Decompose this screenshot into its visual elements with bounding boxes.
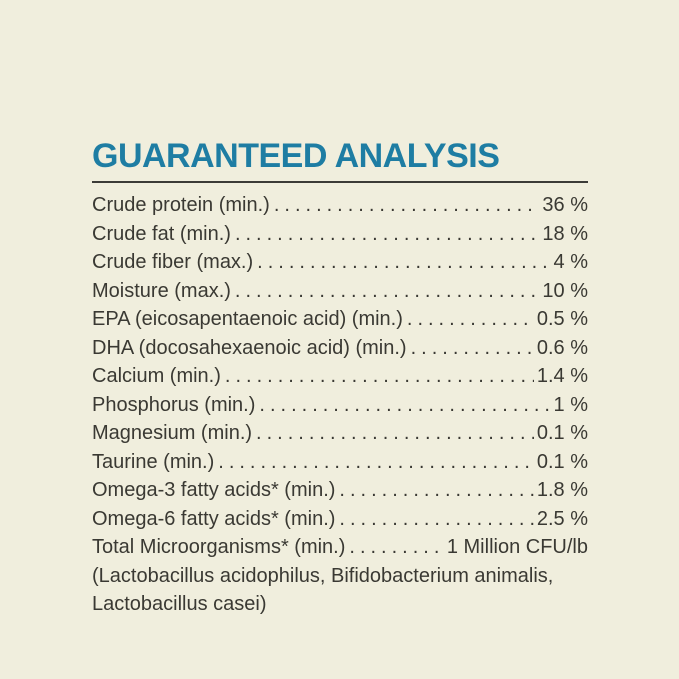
analysis-row: Omega-3 fatty acids* (min.) 1.8 % [92, 476, 588, 505]
nutrient-value: 36 % [542, 194, 588, 216]
nutrient-label: Calcium (min.) [92, 365, 221, 387]
nutrient-label: Moisture (max.) [92, 279, 231, 302]
analysis-row: Taurine (min.) 0.1 % [92, 448, 588, 477]
analysis-row: Calcium (min.) 1.4 % [92, 362, 588, 391]
section-title: GUARANTEED ANALYSIS [92, 137, 500, 175]
nutrient-value: 0.6 % [536, 336, 588, 359]
dot-leader [349, 533, 443, 562]
dot-leader [274, 191, 540, 220]
nutrient-label: Crude protein (min.) [92, 194, 270, 216]
nutrient-label: Crude fat (min.) [92, 222, 231, 245]
nutrient-value: 1 % [553, 393, 588, 416]
analysis-row: DHA (docosahexaenoic acid) (min.) 0.6 % [92, 334, 588, 363]
nutrient-label: Omega-6 fatty acids* (min.) [92, 507, 336, 530]
dot-leader [218, 448, 534, 477]
nutrient-value: 2.5 % [536, 507, 588, 530]
analysis-row: Phosphorus (min.) 1 % [92, 391, 588, 420]
nutrient-value: 0.1 % [536, 422, 588, 444]
nutrient-value: 0.5 % [536, 308, 588, 330]
analysis-row: Magnesium (min.) 0.1 % [92, 419, 588, 448]
microorganism-species-note: (Lactobacillus acidophilus, Bifidobacter… [92, 562, 588, 619]
analysis-row: Omega-6 fatty acids* (min.) 2.5 % [92, 505, 588, 534]
analysis-row: EPA (eicosapentaenoic acid) (min.) 0.5 % [92, 305, 588, 334]
nutrient-label: EPA (eicosapentaenoic acid) (min.) [92, 308, 403, 330]
nutrient-label: Taurine (min.) [92, 450, 215, 473]
dot-leader [235, 277, 540, 306]
footnote-line-1: (Lactobacillus acidophilus, Bifidobacter… [92, 564, 554, 587]
dot-leader [259, 391, 550, 420]
dot-leader [256, 419, 534, 448]
nutrient-value: 18 % [542, 222, 588, 245]
nutrient-value: 10 % [542, 279, 588, 302]
analysis-row: Total Microorganisms* (min.) 1 Million C… [92, 533, 588, 562]
guaranteed-analysis-panel: GUARANTEED ANALYSIS Crude protein (min.)… [92, 139, 588, 619]
nutrient-value: 1.8 % [536, 479, 588, 501]
nutrient-label: Phosphorus (min.) [92, 393, 256, 416]
dot-leader [339, 476, 533, 505]
nutrient-value: 4 % [553, 251, 588, 273]
nutrient-value: 1 Million CFU/lb [446, 536, 588, 558]
analysis-row: Crude fat (min.) 18 % [92, 220, 588, 249]
analysis-row: Crude fiber (max.) 4 % [92, 248, 588, 277]
dot-leader [411, 334, 534, 363]
nutrient-label: Omega-3 fatty acids* (min.) [92, 479, 336, 501]
analysis-row: Moisture (max.) 10 % [92, 277, 588, 306]
analysis-list: Crude protein (min.) 36 % Crude fat (min… [92, 191, 588, 562]
nutrient-label: Total Microorganisms* (min.) [92, 536, 346, 558]
nutrient-label: Magnesium (min.) [92, 422, 253, 444]
analysis-row: Crude protein (min.) 36 % [92, 191, 588, 220]
dot-leader [407, 305, 534, 334]
dot-leader [225, 362, 534, 391]
title-underline [92, 181, 588, 183]
nutrient-value: 0.1 % [536, 450, 588, 473]
dot-leader [257, 248, 550, 277]
dot-leader [339, 505, 533, 534]
dot-leader [235, 220, 539, 249]
nutrient-label: DHA (docosahexaenoic acid) (min.) [92, 336, 407, 359]
nutrient-label: Crude fiber (max.) [92, 251, 254, 273]
nutrient-value: 1.4 % [536, 365, 588, 387]
footnote-line-2: Lactobacillus casei) [92, 593, 267, 615]
